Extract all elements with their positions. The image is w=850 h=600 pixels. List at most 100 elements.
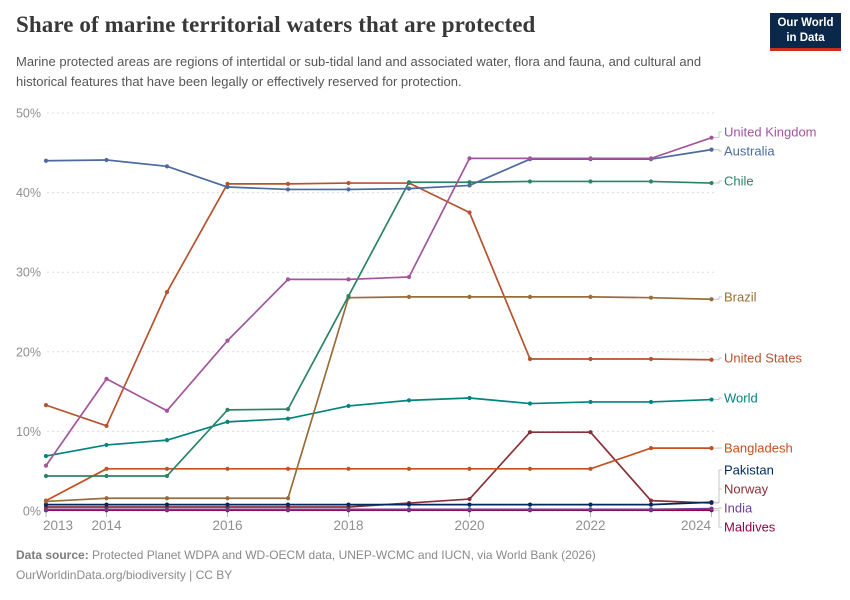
data-point bbox=[164, 164, 170, 169]
data-point bbox=[406, 466, 412, 471]
owid-logo-stripe bbox=[770, 48, 841, 51]
series-world bbox=[43, 395, 714, 459]
entity-label-united-kingdom: United Kingdom bbox=[724, 125, 817, 140]
data-point bbox=[285, 187, 291, 192]
x-axis-tick-label: 2018 bbox=[333, 518, 363, 533]
data-point bbox=[406, 502, 412, 507]
data-point bbox=[467, 507, 472, 512]
owid-logo-line2: in Data bbox=[786, 31, 825, 44]
data-point bbox=[43, 502, 49, 507]
data-point bbox=[527, 466, 533, 471]
y-axis-tick-label: 30% bbox=[16, 266, 41, 280]
data-point bbox=[346, 180, 351, 186]
entity-label-world: World bbox=[724, 391, 758, 406]
label-connector bbox=[713, 180, 722, 184]
data-point bbox=[225, 338, 230, 343]
data-point bbox=[709, 446, 714, 451]
data-point bbox=[346, 277, 351, 282]
data-point bbox=[104, 466, 109, 471]
data-point bbox=[225, 181, 230, 186]
data-source-label: Data source: bbox=[16, 548, 89, 562]
chart-subtitle: Marine protected areas are regions of in… bbox=[16, 54, 702, 90]
data-point bbox=[225, 502, 230, 507]
data-point bbox=[467, 496, 472, 502]
entity-label-australia: Australia bbox=[724, 144, 775, 159]
data-point bbox=[467, 395, 472, 401]
data-point bbox=[346, 466, 351, 471]
data-source-line: Data source: Protected Planet WDPA and W… bbox=[16, 545, 836, 565]
data-point bbox=[527, 401, 533, 406]
data-point bbox=[709, 357, 714, 362]
data-point bbox=[104, 376, 109, 381]
series-united-states bbox=[43, 180, 714, 428]
data-point bbox=[164, 408, 170, 413]
x-axis-tick-label: 2024 bbox=[681, 518, 712, 533]
data-point bbox=[467, 466, 472, 471]
data-point bbox=[346, 187, 351, 192]
data-point bbox=[467, 183, 472, 188]
data-point bbox=[104, 502, 109, 507]
data-point bbox=[43, 463, 49, 468]
data-point bbox=[527, 179, 533, 184]
y-axis-tick-label: 50% bbox=[16, 107, 41, 121]
data-point bbox=[648, 356, 654, 362]
series-line-brazil bbox=[45, 296, 713, 503]
label-connector bbox=[713, 509, 722, 528]
data-point bbox=[346, 502, 351, 507]
data-point bbox=[588, 430, 593, 435]
label-connector bbox=[713, 149, 722, 152]
data-point bbox=[285, 407, 291, 412]
data-point bbox=[225, 184, 230, 190]
data-point bbox=[225, 419, 230, 424]
data-point bbox=[164, 502, 170, 507]
data-point bbox=[527, 294, 533, 299]
series-bangladesh bbox=[43, 446, 714, 503]
data-point bbox=[467, 294, 472, 299]
data-point bbox=[709, 147, 714, 152]
data-point bbox=[406, 507, 412, 512]
entity-label-pakistan: Pakistan bbox=[724, 463, 774, 478]
data-point bbox=[709, 135, 714, 140]
data-point bbox=[225, 466, 230, 471]
series-australia bbox=[43, 147, 714, 192]
gridlines bbox=[47, 112, 717, 512]
data-point bbox=[588, 507, 593, 512]
data-point bbox=[467, 210, 472, 215]
data-point bbox=[467, 156, 472, 161]
entity-label-india: India bbox=[724, 501, 753, 516]
data-point bbox=[648, 179, 654, 184]
series-line-united-kingdom bbox=[45, 136, 713, 467]
data-point bbox=[709, 397, 714, 402]
label-connector bbox=[713, 488, 722, 504]
data-point bbox=[709, 500, 714, 505]
label-connector bbox=[713, 507, 722, 510]
data-point bbox=[43, 158, 49, 163]
data-point bbox=[104, 157, 109, 163]
x-axis-labels: 2013 2014 2016 2018 2020 2022 2024 bbox=[43, 512, 712, 533]
data-point bbox=[588, 179, 593, 184]
data-point bbox=[467, 180, 472, 185]
series-line-world bbox=[45, 397, 713, 457]
data-point bbox=[285, 502, 291, 507]
y-axis-tick-label: 40% bbox=[16, 186, 41, 200]
data-point bbox=[346, 403, 351, 409]
owid-logo: Our World in Data bbox=[770, 13, 841, 51]
entity-label-united-states: United States bbox=[724, 351, 803, 366]
data-point bbox=[285, 466, 291, 471]
data-point bbox=[285, 496, 291, 501]
entity-label-bangladesh: Bangladesh bbox=[724, 441, 793, 456]
data-point bbox=[527, 502, 533, 507]
data-point bbox=[588, 294, 593, 299]
data-point bbox=[43, 473, 49, 479]
x-axis-tick-label: 2022 bbox=[575, 518, 605, 533]
chart-title: Share of marine territorial waters that … bbox=[16, 12, 536, 37]
x-axis-tick-label: 2014 bbox=[91, 518, 122, 533]
label-connector bbox=[713, 357, 722, 361]
data-point bbox=[346, 293, 351, 299]
series-pakistan bbox=[43, 500, 714, 507]
data-point bbox=[406, 180, 412, 185]
data-point bbox=[406, 398, 412, 403]
entity-label-brazil: Brazil bbox=[724, 290, 757, 305]
series-united-kingdom bbox=[43, 135, 714, 468]
